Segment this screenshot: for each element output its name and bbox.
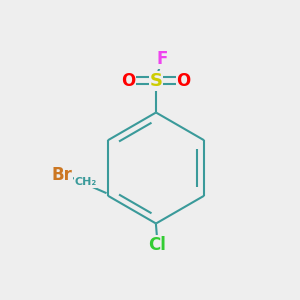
Text: Cl: Cl — [148, 236, 166, 254]
Text: O: O — [121, 72, 136, 90]
Text: S: S — [149, 72, 163, 90]
Text: F: F — [157, 50, 168, 68]
Text: Br: Br — [52, 166, 73, 184]
Text: CH₂: CH₂ — [74, 177, 97, 187]
Text: O: O — [176, 72, 191, 90]
